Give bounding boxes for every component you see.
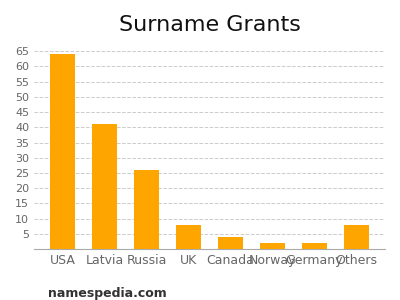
Bar xyxy=(218,237,243,249)
Bar xyxy=(302,243,327,249)
Bar xyxy=(92,124,117,249)
Bar xyxy=(260,243,285,249)
Title: Surname Grants: Surname Grants xyxy=(118,15,300,35)
Bar xyxy=(344,225,369,249)
Bar xyxy=(134,170,159,249)
Bar xyxy=(176,225,201,249)
Bar xyxy=(50,54,75,249)
Text: namespedia.com: namespedia.com xyxy=(48,287,167,300)
